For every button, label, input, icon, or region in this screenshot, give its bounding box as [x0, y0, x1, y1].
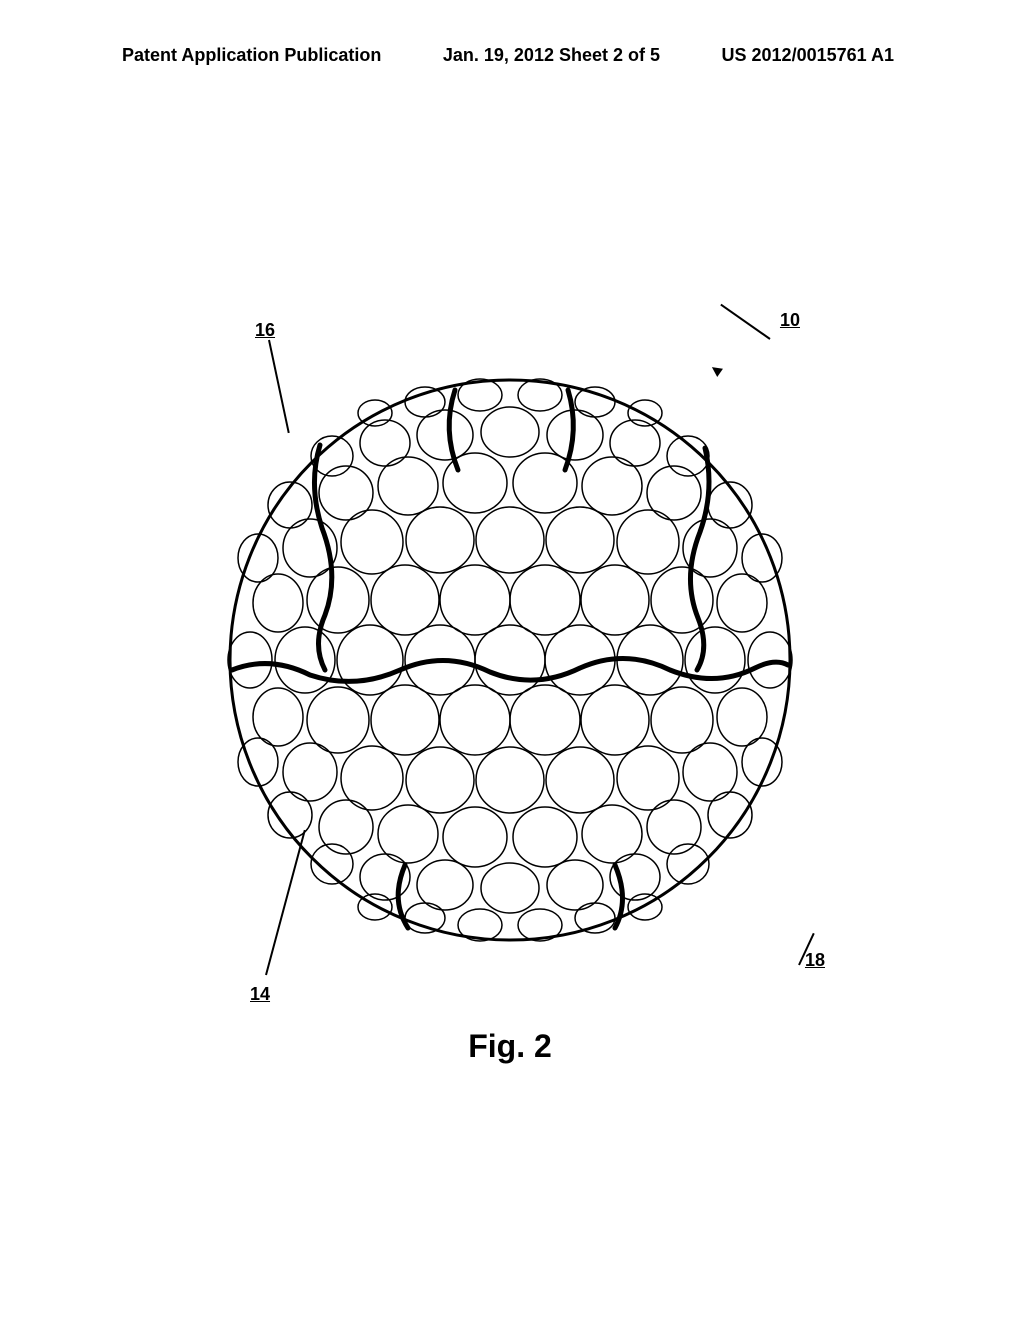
- header-left: Patent Application Publication: [122, 45, 381, 66]
- reference-label-10: 10: [780, 310, 800, 331]
- figure-caption: Fig. 2: [468, 1028, 552, 1065]
- reference-label-18: 18: [805, 950, 825, 971]
- header-center: Jan. 19, 2012 Sheet 2 of 5: [443, 45, 660, 66]
- golf-ball-diagram: [160, 310, 860, 1010]
- header-right: US 2012/0015761 A1: [722, 45, 894, 66]
- patent-header: Patent Application Publication Jan. 19, …: [0, 45, 1024, 66]
- reference-label-14: 14: [250, 984, 270, 1005]
- figure-container: 10 16 14 18 Fig. 2: [160, 310, 860, 1010]
- reference-label-16: 16: [255, 320, 275, 341]
